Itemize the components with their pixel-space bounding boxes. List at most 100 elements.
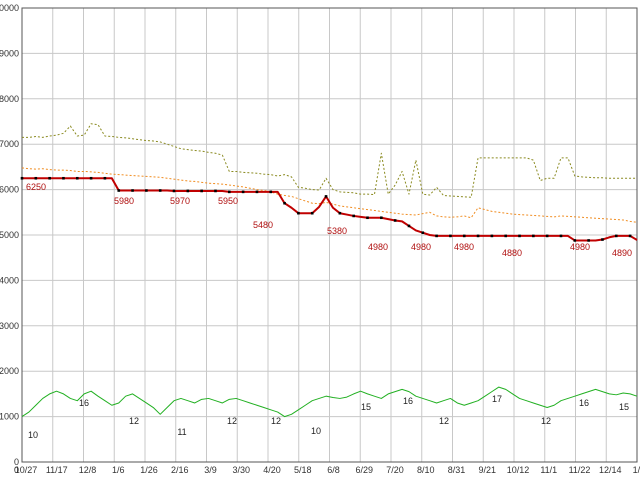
y-axis-tick-label: 5000 — [0, 230, 19, 240]
data-point-marker — [172, 189, 176, 193]
data-point-marker — [62, 176, 65, 180]
data-point-marker — [269, 190, 273, 194]
data-label-red: 4980 — [570, 242, 590, 252]
data-point-marker — [310, 211, 314, 215]
data-label-red: 5380 — [327, 226, 347, 236]
x-axis-tick-label: 3/30 — [232, 465, 250, 475]
x-axis-tick-label: 3/9 — [204, 465, 217, 475]
x-axis-tick-label: 10/27 — [15, 465, 38, 475]
x-axis-tick-label: 7/20 — [386, 465, 404, 475]
data-point-marker — [435, 234, 438, 238]
data-point-marker — [628, 234, 632, 238]
data-point-marker — [421, 231, 425, 235]
data-point-marker — [614, 234, 618, 238]
data-label-green: 10 — [28, 430, 38, 440]
data-point-marker — [89, 176, 93, 180]
data-label-green: 11 — [177, 427, 186, 437]
data-point-marker — [200, 189, 203, 193]
data-label-red: 5980 — [114, 196, 134, 206]
data-label-red: 4880 — [502, 248, 522, 258]
x-axis-tick-label: 11/22 — [569, 465, 591, 475]
data-point-marker — [131, 189, 134, 192]
x-axis-tick-label: 1/6 — [112, 465, 125, 475]
data-point-marker — [366, 216, 369, 220]
y-axis-tick-label: 10000 — [0, 3, 19, 13]
plot-frame — [21, 7, 638, 463]
x-axis-tick-label: 10/12 — [507, 465, 530, 475]
y-axis-tick-label: 7000 — [0, 139, 19, 149]
axis-origin-label: 0 — [14, 465, 19, 475]
data-label-red: 6250 — [26, 182, 46, 192]
data-label-green: 12 — [129, 416, 139, 426]
series-line-mid-dotted-orange — [21, 167, 638, 223]
data-point-marker — [158, 189, 162, 192]
data-point-marker — [462, 234, 466, 238]
data-point-marker — [559, 234, 563, 238]
data-point-marker — [490, 234, 494, 238]
data-point-marker — [545, 234, 549, 238]
data-point-marker — [601, 238, 604, 241]
data-point-marker — [214, 189, 217, 193]
x-axis-tick-label: 2/16 — [171, 465, 189, 475]
series-line-upper-dotted-olive — [22, 123, 637, 198]
y-axis-tick-label: 2000 — [0, 366, 19, 376]
x-axis-tick-label: 1/11 — [633, 465, 640, 475]
data-point-marker — [380, 216, 383, 220]
data-point-marker — [407, 224, 411, 228]
x-axis-tick-label: 11/17 — [46, 465, 68, 475]
x-axis-tick-label: 12/8 — [79, 465, 97, 475]
data-point-marker — [48, 176, 51, 180]
y-axis-tick-label: 3000 — [0, 321, 19, 331]
series-line-lower-green — [21, 386, 638, 418]
data-label-green: 12 — [271, 416, 281, 426]
data-label-green: 16 — [579, 398, 589, 408]
x-axis-tick-label: 6/8 — [327, 465, 340, 475]
data-label-red: 4980 — [454, 242, 474, 252]
data-label-red: 5480 — [253, 220, 273, 230]
data-label-red: 5970 — [170, 196, 190, 206]
x-axis-tick-label: 11/1 — [540, 465, 557, 475]
data-label-green: 12 — [439, 416, 449, 426]
y-axis-tick-label: 1000 — [0, 412, 19, 422]
y-axis-tick-label: 4000 — [0, 275, 19, 285]
data-point-marker — [504, 234, 508, 238]
data-point-marker — [34, 176, 38, 180]
x-axis-tick-label: 4/20 — [263, 465, 281, 475]
x-axis-tick-label: 12/14 — [599, 465, 622, 475]
data-point-marker — [518, 234, 521, 238]
data-point-marker — [145, 189, 148, 192]
data-point-marker — [255, 190, 259, 194]
data-point-marker — [587, 239, 590, 242]
data-label-green: 16 — [403, 396, 413, 406]
data-point-marker — [283, 201, 286, 205]
data-label-green: 15 — [619, 402, 629, 412]
y-axis-tick-label: 9000 — [0, 48, 19, 58]
data-point-marker — [532, 234, 535, 238]
data-point-marker — [338, 211, 342, 215]
data-label-green: 12 — [541, 416, 551, 426]
data-point-marker — [573, 239, 577, 242]
data-point-marker — [449, 234, 452, 238]
data-point-marker — [297, 211, 300, 215]
data-label-red: 4890 — [612, 248, 632, 258]
y-axis-tick-label: 8000 — [0, 94, 19, 104]
y-axis-tick-label: 0 — [14, 457, 19, 467]
data-point-marker — [393, 219, 397, 222]
x-axis-tick-label: 8/31 — [448, 465, 466, 475]
x-axis-tick-label: 6/29 — [355, 465, 373, 475]
data-label-red: 4980 — [411, 242, 431, 252]
data-point-marker — [228, 190, 231, 194]
data-point-marker — [20, 176, 24, 180]
data-label-green: 15 — [361, 402, 371, 412]
data-label-red: 5950 — [218, 196, 238, 206]
data-label-green: 12 — [227, 416, 237, 426]
data-point-marker — [75, 176, 79, 180]
data-point-marker — [476, 234, 480, 238]
data-label-green: 16 — [79, 398, 89, 408]
data-label-green: 10 — [311, 426, 321, 436]
data-label-red: 4980 — [368, 242, 388, 252]
data-point-marker — [241, 190, 245, 194]
x-axis-tick-label: 1/26 — [140, 465, 158, 475]
